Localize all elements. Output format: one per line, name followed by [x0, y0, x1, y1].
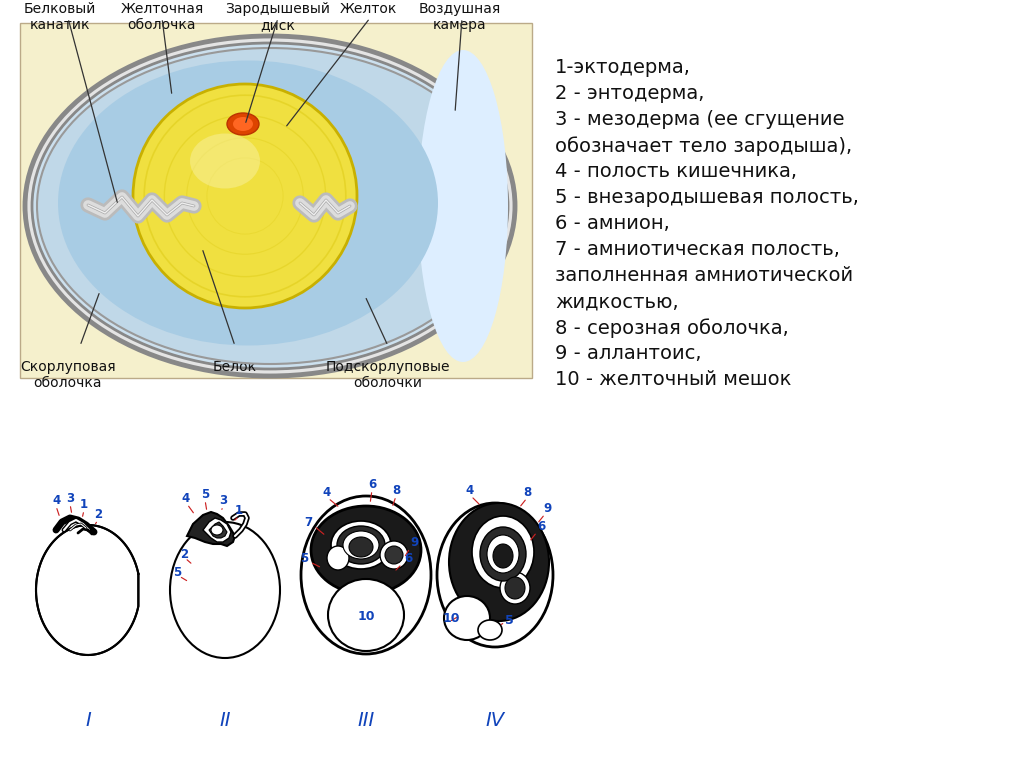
Text: IV: IV: [485, 711, 505, 730]
Ellipse shape: [301, 496, 431, 654]
Text: 1: 1: [80, 498, 88, 511]
Text: 9 - аллантоис,: 9 - аллантоис,: [555, 344, 701, 363]
Polygon shape: [36, 525, 138, 655]
Text: 6 - амнион,: 6 - амнион,: [555, 214, 670, 233]
Ellipse shape: [211, 525, 223, 535]
Text: 1: 1: [234, 504, 243, 517]
Ellipse shape: [331, 521, 391, 569]
Ellipse shape: [418, 50, 508, 362]
Ellipse shape: [449, 503, 549, 621]
Text: 5: 5: [201, 488, 209, 501]
Text: 4: 4: [52, 494, 60, 507]
Text: Подскорлуповые
оболочки: Подскорлуповые оболочки: [326, 360, 451, 390]
Ellipse shape: [337, 526, 385, 564]
Ellipse shape: [25, 36, 515, 376]
Text: 9: 9: [410, 536, 418, 549]
Ellipse shape: [480, 527, 526, 581]
Text: 4: 4: [181, 492, 189, 505]
Text: Воздушная
камера: Воздушная камера: [419, 2, 501, 32]
Text: 8: 8: [523, 486, 531, 499]
Text: 5 - внезародышевая полость,: 5 - внезародышевая полость,: [555, 188, 859, 207]
Text: Желточная
оболочка: Желточная оболочка: [121, 2, 204, 32]
Text: заполненная амниотической: заполненная амниотической: [555, 266, 853, 285]
Ellipse shape: [493, 544, 513, 568]
Text: 1-эктодерма,: 1-эктодерма,: [555, 58, 691, 77]
Text: жидкостью,: жидкостью,: [555, 292, 679, 311]
Polygon shape: [209, 522, 227, 538]
Ellipse shape: [349, 537, 373, 557]
Ellipse shape: [478, 620, 502, 640]
Text: 3: 3: [219, 494, 227, 507]
Text: 4: 4: [465, 484, 473, 497]
Ellipse shape: [327, 546, 349, 570]
Ellipse shape: [437, 503, 553, 647]
Ellipse shape: [32, 43, 508, 369]
Text: 4 - полость кишечника,: 4 - полость кишечника,: [555, 162, 797, 181]
Polygon shape: [203, 518, 231, 542]
Ellipse shape: [311, 506, 421, 594]
Ellipse shape: [227, 113, 259, 135]
Text: II: II: [219, 711, 230, 730]
Text: 8: 8: [392, 484, 400, 497]
Ellipse shape: [133, 84, 357, 308]
Ellipse shape: [385, 546, 403, 564]
Text: 2: 2: [180, 548, 188, 561]
Text: 2 - энтодерма,: 2 - энтодерма,: [555, 84, 705, 103]
Text: 10: 10: [358, 610, 376, 623]
Text: 6: 6: [537, 520, 545, 533]
Text: Зародышевый
диск: Зародышевый диск: [225, 2, 331, 32]
Text: 5: 5: [173, 566, 181, 579]
Ellipse shape: [37, 48, 503, 364]
Text: 3: 3: [66, 492, 74, 505]
Text: Желток: Желток: [339, 2, 396, 16]
Text: 4: 4: [322, 486, 331, 499]
Text: I: I: [85, 711, 91, 730]
Ellipse shape: [505, 577, 525, 599]
Text: 10: 10: [443, 612, 461, 625]
Text: 7 - амниотическая полость,: 7 - амниотическая полость,: [555, 240, 840, 259]
Ellipse shape: [380, 541, 408, 569]
Text: 3 - мезодерма (ее сгущение: 3 - мезодерма (ее сгущение: [555, 110, 845, 129]
Text: Белок: Белок: [213, 360, 257, 374]
Text: обозначает тело зародыша),: обозначает тело зародыша),: [555, 136, 852, 156]
Ellipse shape: [190, 134, 260, 188]
Text: 2: 2: [94, 508, 102, 521]
Ellipse shape: [233, 117, 253, 131]
Ellipse shape: [487, 535, 519, 573]
Text: 9: 9: [543, 502, 551, 515]
Text: 7: 7: [304, 516, 312, 529]
Text: 8 - серозная оболочка,: 8 - серозная оболочка,: [555, 318, 788, 338]
Ellipse shape: [500, 572, 530, 604]
Ellipse shape: [170, 522, 280, 658]
FancyBboxPatch shape: [20, 23, 532, 378]
Ellipse shape: [328, 579, 404, 651]
Text: 5: 5: [505, 614, 514, 627]
Text: III: III: [357, 711, 375, 730]
Polygon shape: [187, 512, 234, 546]
Ellipse shape: [343, 531, 379, 559]
Text: 5: 5: [300, 552, 308, 565]
Text: Белковый
канатик: Белковый канатик: [24, 2, 96, 32]
Text: 6: 6: [404, 552, 413, 565]
Ellipse shape: [444, 596, 490, 640]
Text: Скорлуповая
оболочка: Скорлуповая оболочка: [20, 360, 116, 390]
Text: 10 - желточный мешок: 10 - желточный мешок: [555, 370, 792, 389]
Text: 6: 6: [368, 478, 376, 491]
Ellipse shape: [58, 61, 438, 346]
Ellipse shape: [472, 516, 534, 588]
